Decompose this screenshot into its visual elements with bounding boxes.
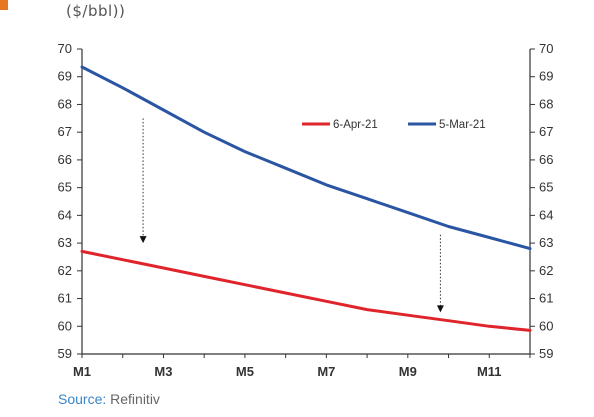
y-tick-label-left: 61 xyxy=(58,291,72,306)
series-line xyxy=(80,249,532,332)
chart-legend: 6-Apr-21 5-Mar-21 xyxy=(302,119,486,131)
y-tick-label-right: 69 xyxy=(539,69,553,84)
y-tick-label-right: 63 xyxy=(539,235,553,250)
y-tick-label-right: 61 xyxy=(539,291,553,306)
y-tick-label-left: 69 xyxy=(58,69,72,84)
source-label: Source: xyxy=(58,391,107,407)
y-tick-label-right: 66 xyxy=(539,152,553,167)
y-tick-label-right: 68 xyxy=(539,96,553,111)
y-tick-label-right: 65 xyxy=(539,180,553,195)
legend-label: 6-Apr-21 xyxy=(333,119,378,131)
y-tick-label-left: 68 xyxy=(58,96,72,111)
x-tick-label: M11 xyxy=(477,364,502,379)
y-tick-label-left: 59 xyxy=(58,346,72,361)
annotation-arrowhead xyxy=(436,305,444,313)
x-tick-label: M1 xyxy=(73,364,91,379)
source-note: Source: Refinitiv xyxy=(58,391,160,407)
x-tick-label: M9 xyxy=(399,364,417,379)
y-tick-label-left: 67 xyxy=(58,124,72,139)
y-tick-label-left: 63 xyxy=(58,235,72,250)
chart-annotations xyxy=(139,118,444,313)
y-tick-label-right: 64 xyxy=(539,207,553,222)
corner-accent-mark xyxy=(0,0,8,10)
y-tick-label-left: 60 xyxy=(58,318,72,333)
x-tick-label: M7 xyxy=(317,364,335,379)
chart-subtitle: ($/bbl)) xyxy=(66,2,126,20)
legend-label: 5-Mar-21 xyxy=(439,119,486,131)
series-line xyxy=(80,65,532,251)
annotation-arrowhead xyxy=(139,236,147,244)
y-tick-label-left: 65 xyxy=(58,180,72,195)
y-tick-label-left: 70 xyxy=(58,41,72,56)
y-tick-label-left: 66 xyxy=(58,152,72,167)
chart-axes: 59 59 60 60 61 61 62 62 63 63 64 64 65 65 66 66 67 67 68 68… xyxy=(58,41,554,379)
chart-series xyxy=(80,65,532,332)
y-tick-label-right: 70 xyxy=(539,41,553,56)
y-tick-label-right: 60 xyxy=(539,318,553,333)
x-tick-label: M5 xyxy=(236,364,254,379)
y-tick-label-right: 59 xyxy=(539,346,553,361)
y-tick-label-right: 67 xyxy=(539,124,553,139)
x-tick-label: M3 xyxy=(154,364,172,379)
y-tick-label-left: 64 xyxy=(58,207,72,222)
y-tick-label-right: 62 xyxy=(539,263,553,278)
y-tick-label-left: 62 xyxy=(58,263,72,278)
source-value: Refinitiv xyxy=(110,391,160,407)
